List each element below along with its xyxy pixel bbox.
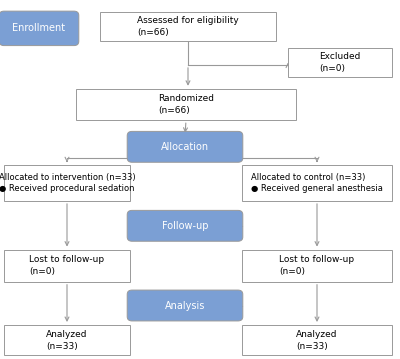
Text: Enrollment: Enrollment — [12, 23, 66, 33]
FancyBboxPatch shape — [127, 131, 243, 162]
Bar — [4, 250, 130, 282]
Bar — [242, 165, 392, 201]
Text: Follow-up: Follow-up — [162, 221, 208, 231]
Text: Randomized
(n=66): Randomized (n=66) — [158, 94, 214, 115]
Bar — [4, 165, 130, 201]
Bar — [288, 48, 392, 77]
Bar — [4, 325, 130, 355]
Text: Lost to follow-up
(n=0): Lost to follow-up (n=0) — [280, 255, 354, 276]
Bar — [242, 325, 392, 355]
FancyBboxPatch shape — [127, 290, 243, 321]
Text: Analyzed
(n=33): Analyzed (n=33) — [296, 330, 338, 350]
Text: Excluded
(n=0): Excluded (n=0) — [319, 52, 361, 73]
Text: Analyzed
(n=33): Analyzed (n=33) — [46, 330, 88, 350]
Text: Analysis: Analysis — [165, 300, 205, 311]
Text: Assessed for eligibility
(n=66): Assessed for eligibility (n=66) — [137, 16, 239, 37]
Bar — [76, 89, 296, 120]
Bar — [100, 12, 276, 41]
Bar — [242, 250, 392, 282]
FancyBboxPatch shape — [0, 11, 79, 46]
FancyBboxPatch shape — [127, 210, 243, 241]
Text: Allocation: Allocation — [161, 142, 209, 152]
Text: Allocated to control (n=33)
● Received general anesthesia: Allocated to control (n=33) ● Received g… — [251, 173, 383, 194]
Text: Allocated to intervention (n=33)
● Received procedural sedation: Allocated to intervention (n=33) ● Recei… — [0, 173, 135, 194]
Text: Lost to follow-up
(n=0): Lost to follow-up (n=0) — [30, 255, 104, 276]
